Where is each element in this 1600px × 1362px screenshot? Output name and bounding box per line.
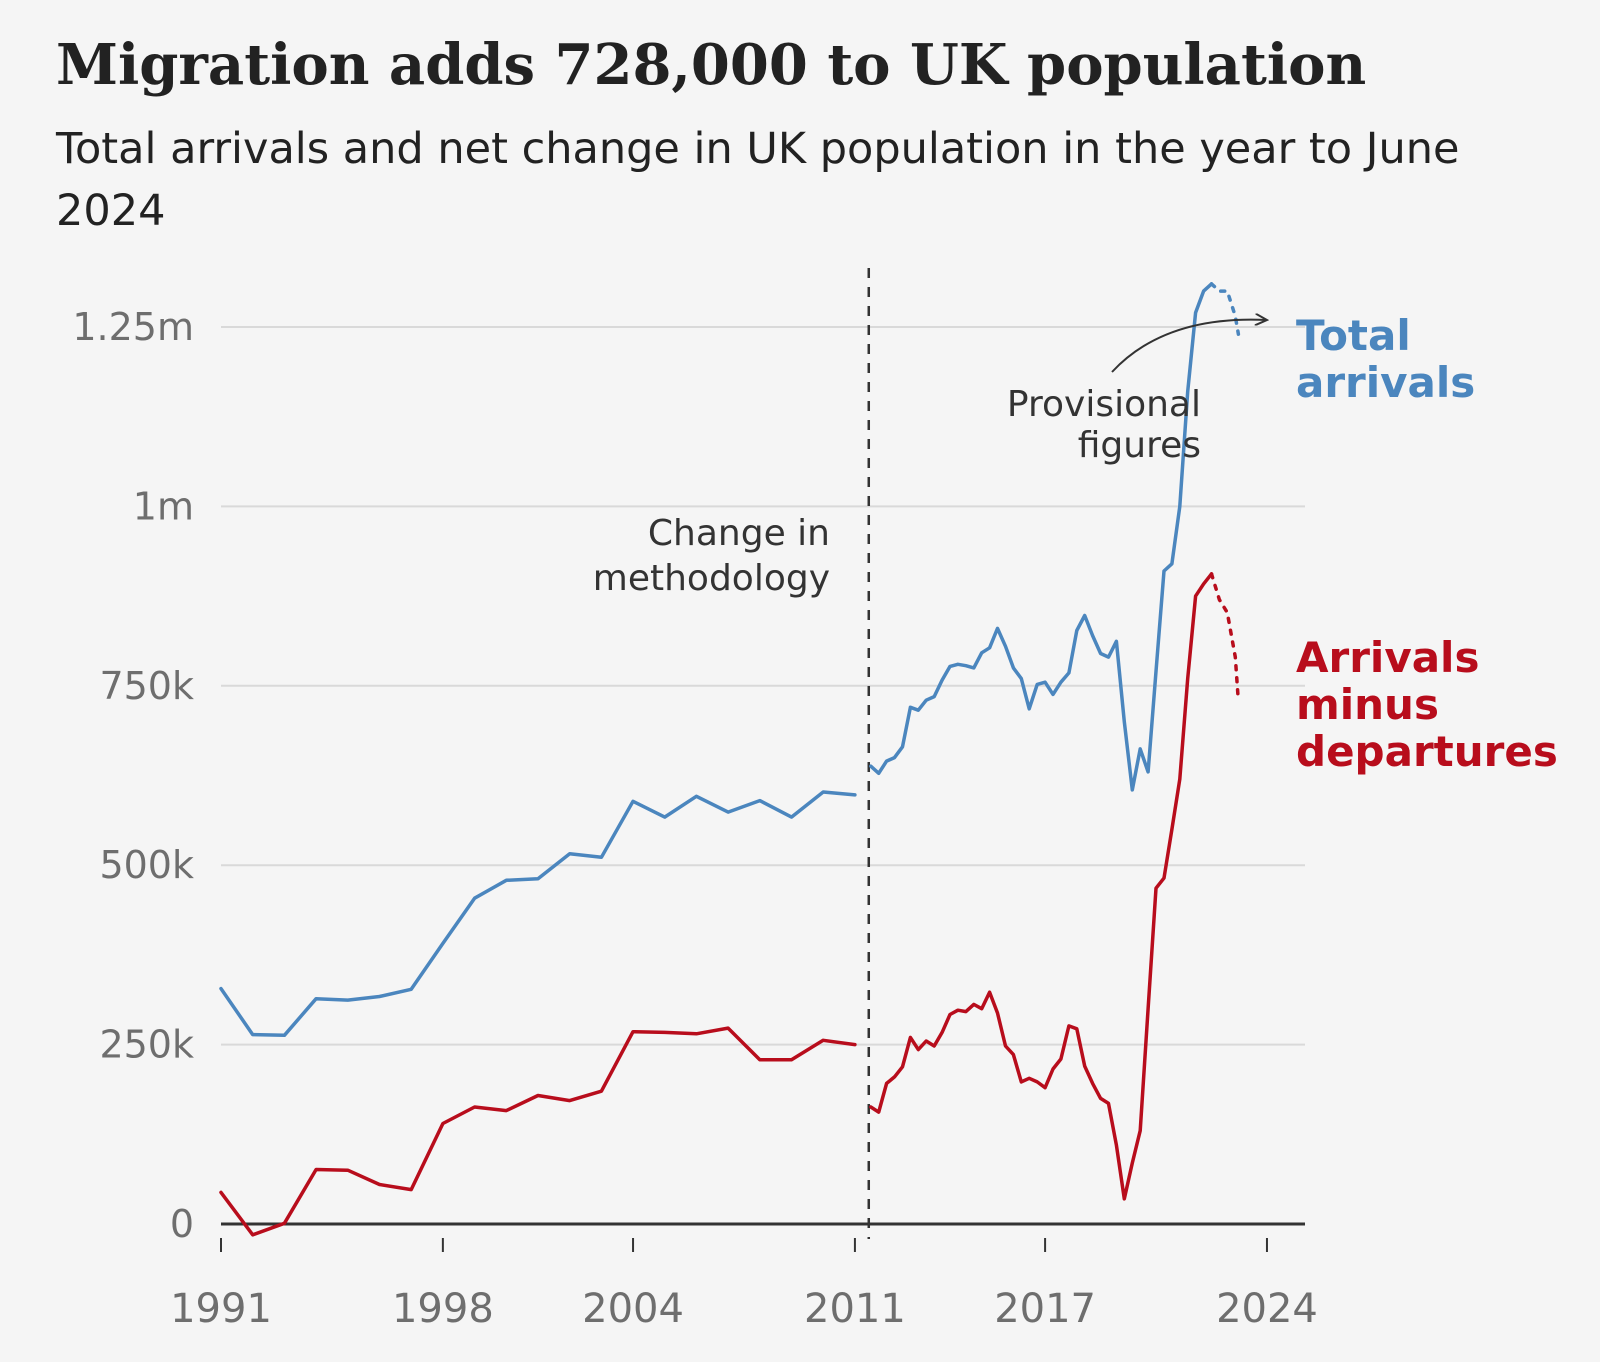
methodology-annotation-line-1: Change in xyxy=(648,513,830,554)
x-tick-label: 1991 xyxy=(170,1286,272,1332)
y-tick-label: 750k xyxy=(99,664,194,708)
series-line-segment xyxy=(219,1026,857,1237)
x-tick-label: 1998 xyxy=(392,1286,494,1332)
y-tick-label: 500k xyxy=(99,843,194,887)
provisional-line-segment xyxy=(1209,282,1241,336)
net-label-line-1: Arrivals xyxy=(1296,633,1479,682)
series-line-segment xyxy=(869,572,1214,1201)
arrivals-label-line-2: arrivals xyxy=(1296,358,1475,407)
gridlines xyxy=(221,326,1305,1046)
series-label-net: Arrivals minus departures xyxy=(1296,633,1558,776)
x-tick-label: 2017 xyxy=(994,1286,1096,1332)
provisional-annotation: Provisional figures xyxy=(1007,320,1267,466)
series-label-arrivals: Total arrivals xyxy=(1296,311,1475,407)
y-axis-labels: 0 250k 500k 750k 1m 1.25m xyxy=(72,305,194,1246)
chart-subtitle: Total arrivals and net change in UK popu… xyxy=(56,124,1460,236)
methodology-annotation: Change in methodology xyxy=(593,513,830,599)
y-tick-label: 1.25m xyxy=(72,305,194,349)
y-tick-label: 0 xyxy=(170,1202,194,1246)
provisional-arrow xyxy=(1111,320,1267,373)
x-tick-label: 2011 xyxy=(804,1286,906,1332)
x-axis: 1991 1998 2004 2011 2017 2024 xyxy=(170,1222,1318,1332)
y-tick-label: 1m xyxy=(133,484,194,528)
provisional-annotation-line-1: Provisional xyxy=(1007,384,1201,425)
provisional-annotation-line-2: figures xyxy=(1078,425,1201,466)
series-lines xyxy=(219,282,1241,1237)
x-tick-label: 2004 xyxy=(582,1286,684,1332)
series-line-segment xyxy=(219,790,857,1038)
arrivals-label-line-1: Total xyxy=(1296,311,1411,360)
net-label-line-2: minus xyxy=(1296,680,1439,729)
series-arrivals-minus-departures xyxy=(219,572,1241,1237)
provisional-line-segment xyxy=(1209,572,1241,704)
series-line-segment xyxy=(869,282,1214,792)
net-label-line-3: departures xyxy=(1296,727,1558,776)
y-tick-label: 250k xyxy=(99,1023,194,1067)
chart-title: Migration adds 728,000 to UK population xyxy=(56,32,1367,98)
series-total-arrivals xyxy=(219,282,1241,1038)
x-tick-label: 2024 xyxy=(1216,1286,1318,1332)
methodology-annotation-line-2: methodology xyxy=(593,558,830,599)
